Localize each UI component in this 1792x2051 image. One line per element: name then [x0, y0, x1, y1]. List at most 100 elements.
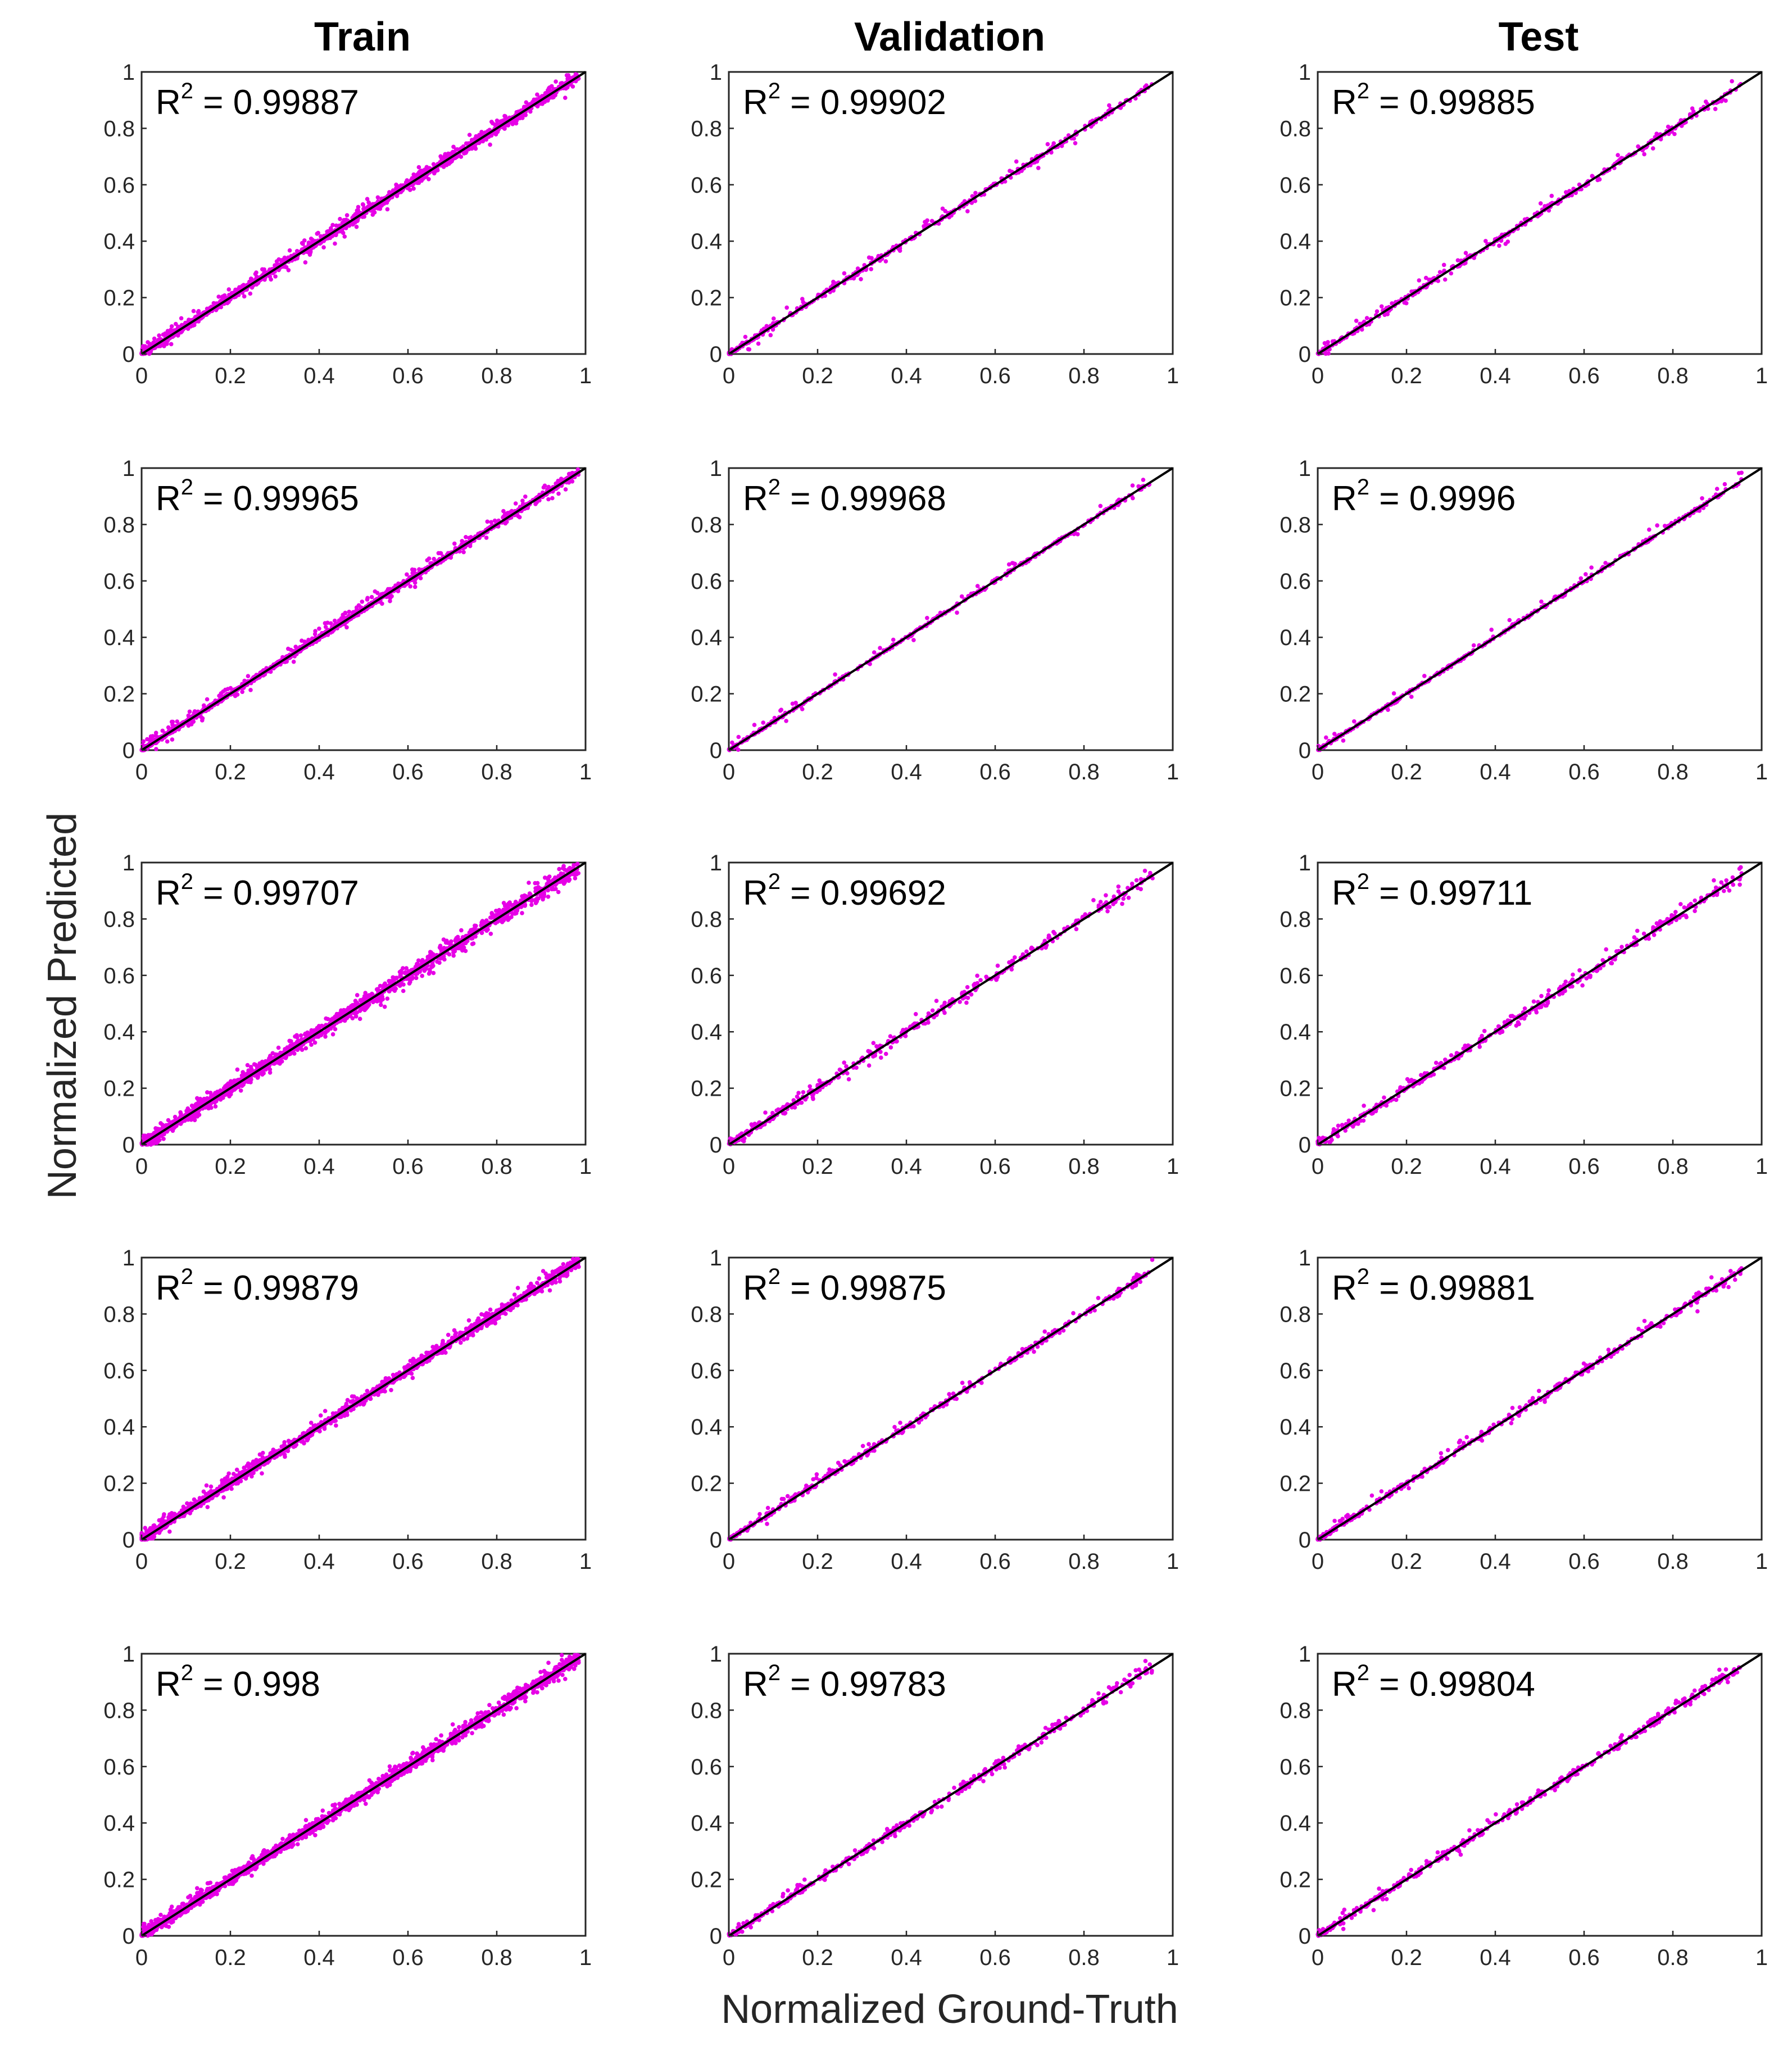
scatter-point — [370, 212, 375, 217]
scatter-point — [1014, 159, 1019, 164]
r2-superscript: 2 — [768, 475, 781, 500]
scatter-point — [163, 333, 168, 337]
scatter-point — [418, 169, 423, 174]
y-tick-label: 0.6 — [691, 173, 722, 198]
scatter-point — [730, 740, 734, 745]
scatter-point — [831, 279, 836, 284]
scatter-point — [235, 692, 240, 697]
scatter-point — [570, 84, 575, 89]
scatter-point — [1463, 251, 1468, 256]
scatter-point — [330, 223, 335, 228]
scatter-point — [495, 129, 500, 134]
y-tick-label: 1 — [123, 456, 135, 481]
scatter-point — [891, 637, 896, 642]
scatter-point — [179, 316, 184, 321]
scatter-point — [1006, 562, 1011, 567]
scatter-point — [784, 305, 789, 310]
scatter-point — [550, 496, 555, 501]
x-tick-label: 0 — [135, 364, 148, 388]
r2-symbol: R — [156, 479, 181, 518]
scatter-point — [761, 720, 765, 725]
scatter-point — [784, 719, 788, 723]
scatter-point — [542, 483, 547, 488]
scatter-point — [772, 316, 776, 321]
scatter-point — [448, 151, 453, 156]
x-tick-label: 0.6 — [1568, 364, 1600, 388]
scatter-point — [833, 672, 837, 677]
scatter-point — [425, 558, 430, 562]
scatter-point — [1489, 627, 1494, 632]
column-title-validation: Validation — [854, 15, 1045, 60]
scatter-point — [240, 689, 245, 695]
scatter-point — [1549, 193, 1554, 198]
scatter-point — [375, 195, 380, 200]
scatter-point — [1323, 351, 1328, 356]
scatter-point — [183, 320, 188, 325]
scatter-point — [1141, 478, 1146, 482]
scatter-point — [1354, 319, 1359, 323]
scatter-point — [365, 596, 370, 600]
scatter-point — [149, 734, 155, 739]
scatter-point — [385, 207, 390, 212]
y-tick-label: 0.2 — [1280, 286, 1311, 311]
scatter-point — [883, 259, 888, 264]
scatter-point — [1011, 561, 1016, 566]
scatter-point — [1483, 239, 1488, 243]
scatter-point — [354, 224, 359, 229]
scatter-point — [743, 334, 748, 339]
scatter-point — [248, 688, 253, 692]
scatter-point — [1036, 166, 1041, 170]
x-tick-label: 0.8 — [1068, 364, 1100, 388]
scatter-point — [216, 294, 221, 299]
r2-value: = 0.99902 — [781, 83, 946, 122]
scatter-point — [1730, 79, 1734, 84]
scatter-point — [427, 177, 431, 181]
scatter-point — [333, 241, 337, 246]
scatter-point — [1703, 99, 1708, 104]
scatter-point — [145, 737, 149, 742]
scatter-point — [563, 96, 568, 100]
scatter-point — [1441, 262, 1446, 267]
r2-value: = 0.99965 — [193, 479, 359, 518]
scatter-point — [866, 255, 872, 260]
scatter-point — [1130, 483, 1135, 488]
r2-symbol: R — [743, 479, 768, 518]
scatter-point — [344, 213, 350, 217]
r2-value: = 0.99885 — [1369, 83, 1535, 122]
scatter-point — [565, 85, 570, 90]
scatter-point — [169, 719, 174, 724]
scatter-point — [288, 647, 293, 652]
scatter-point — [524, 100, 529, 105]
scatter-point — [563, 487, 568, 492]
x-tick-label: 1 — [1167, 760, 1179, 784]
scatter-point — [325, 620, 330, 625]
x-tick-label: 0.8 — [1068, 760, 1100, 784]
scatter-point — [965, 209, 970, 214]
x-tick-label: 0 — [723, 364, 735, 388]
x-tick-label: 0.2 — [1391, 364, 1422, 388]
y-tick-label: 1 — [710, 60, 722, 85]
scatter-point — [517, 515, 522, 520]
r2-superscript: 2 — [1357, 79, 1369, 103]
scatter-point — [801, 300, 805, 305]
scatter-point — [254, 270, 258, 275]
scatter-point — [1471, 643, 1476, 648]
scatter-point — [1538, 201, 1543, 206]
scatter-point — [513, 501, 518, 506]
scatter-point — [165, 739, 170, 744]
scatter-point — [546, 497, 551, 502]
scatter-point — [554, 79, 558, 84]
y-tick-label: 0.8 — [1280, 116, 1311, 141]
scatter-point — [1107, 103, 1112, 108]
r2-superscript: 2 — [181, 79, 193, 103]
scatter-point — [376, 206, 380, 211]
y-tick-label: 1 — [123, 60, 135, 85]
scatter-point — [164, 341, 169, 346]
scatter-point — [736, 734, 741, 739]
y-tick-label: 0 — [710, 738, 722, 763]
scatter-point — [1374, 309, 1380, 314]
scatter-point — [286, 268, 291, 273]
r2-symbol: R — [156, 83, 181, 122]
